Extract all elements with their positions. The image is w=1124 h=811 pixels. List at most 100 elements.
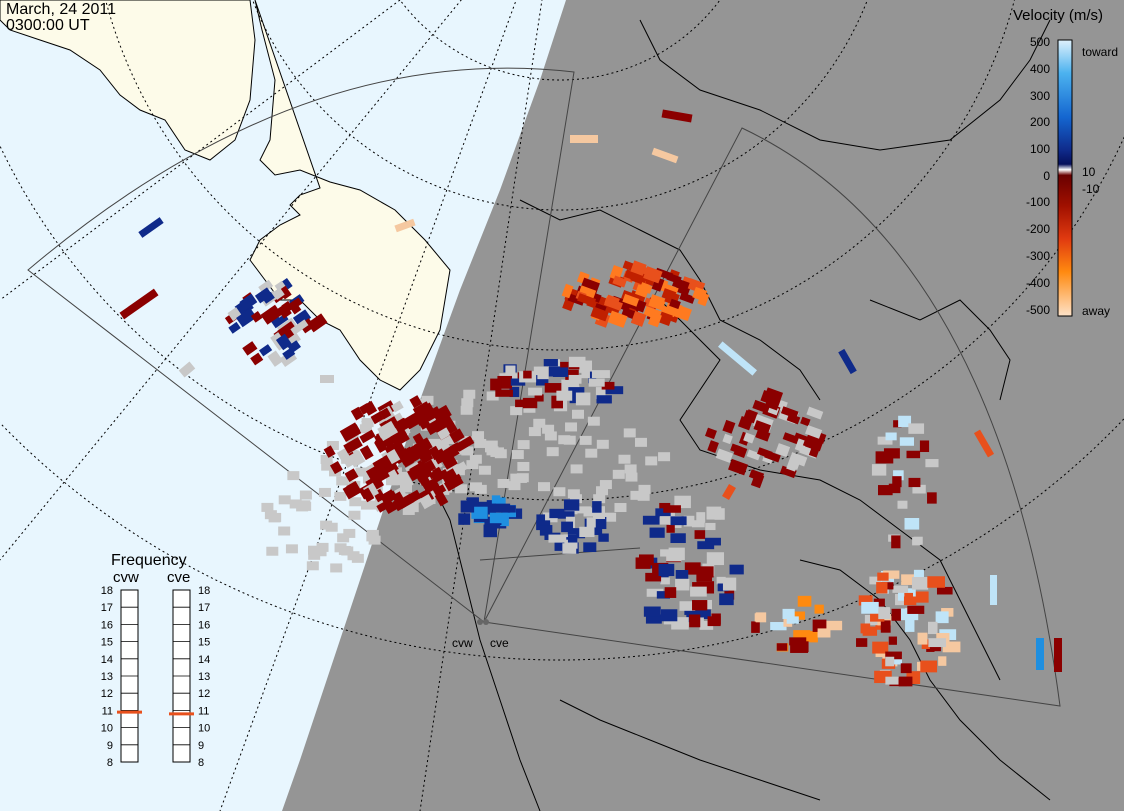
velocity-cell	[936, 586, 953, 595]
velocity-cell	[746, 449, 761, 461]
velocity-cell	[776, 643, 788, 651]
velocity-cell	[359, 424, 372, 434]
velocity-cell	[596, 439, 609, 449]
velocity-cell	[728, 458, 749, 476]
velocity-cell	[697, 541, 715, 550]
velocity-cell	[370, 411, 384, 425]
velocity-cell	[553, 487, 566, 497]
velocity-tick-label: 300	[1030, 89, 1050, 103]
velocity-cell	[452, 461, 468, 475]
frequency-tick-right: 10	[198, 723, 210, 735]
velocity-cell	[409, 489, 422, 503]
velocity-cell	[239, 298, 253, 311]
velocity-cell	[624, 464, 637, 474]
velocity-cell	[655, 517, 672, 525]
velocity-cell	[347, 551, 360, 561]
velocity-cell	[770, 622, 787, 631]
velocity-cell	[642, 515, 660, 525]
velocity-cell	[938, 656, 947, 666]
velocity-cell	[885, 656, 895, 667]
velocity-cell	[786, 616, 799, 624]
velocity-cell	[321, 461, 334, 471]
velocity-cell	[782, 608, 795, 619]
velocity-cell	[679, 292, 696, 304]
velocity-cell	[805, 425, 823, 439]
velocity-cell	[649, 527, 665, 538]
velocity-tick-label: -10	[1082, 182, 1100, 196]
velocity-cell	[898, 415, 912, 428]
velocity-cell	[604, 512, 617, 522]
velocity-cell	[817, 628, 831, 638]
velocity-cell	[925, 459, 939, 468]
velocity-cell	[577, 506, 592, 514]
velocity-cell	[421, 395, 434, 405]
velocity-cell	[178, 361, 196, 378]
velocity-cell	[287, 340, 301, 354]
velocity-cell	[825, 620, 843, 631]
velocity-cell	[706, 552, 725, 566]
velocity-colorbar: Velocity (m/s) 500400300200100100-10-100…	[1013, 7, 1118, 318]
velocity-cell	[509, 386, 520, 398]
velocity-cell	[687, 278, 706, 292]
velocity-cell	[870, 611, 885, 622]
velocity-cell	[990, 575, 997, 605]
velocity-cell	[359, 429, 376, 444]
velocity-cell	[722, 433, 733, 445]
velocity-cell	[260, 304, 282, 325]
velocity-cell	[539, 525, 553, 536]
velocity-cell	[361, 418, 374, 428]
velocity-cell	[523, 403, 536, 413]
velocity-cell	[587, 416, 600, 426]
velocity-cell	[399, 452, 414, 468]
velocity-cell	[379, 416, 392, 426]
velocity-cell	[808, 446, 820, 458]
velocity-cell	[359, 445, 374, 461]
velocity-cell	[598, 533, 609, 542]
velocity-cell	[634, 437, 647, 447]
velocity-cell	[973, 429, 995, 458]
velocity-cell	[814, 604, 824, 614]
velocity-gradient	[1057, 39, 1073, 317]
velocity-cell	[348, 510, 361, 520]
velocity-cell	[533, 418, 546, 428]
velocity-cell	[455, 484, 468, 494]
velocity-cells	[119, 109, 1062, 687]
velocity-cell	[797, 595, 812, 607]
frequency-tick-left: 9	[107, 740, 113, 752]
velocity-cell	[431, 466, 445, 480]
velocity-cell	[489, 512, 508, 524]
velocity-cell	[612, 275, 627, 288]
frequency-title: Frequency	[111, 552, 187, 569]
velocity-cell	[552, 367, 569, 377]
velocity-cell	[927, 621, 938, 635]
velocity-cell	[290, 319, 309, 335]
velocity-cell	[729, 564, 744, 575]
velocity-cell	[683, 515, 695, 527]
velocity-cell	[469, 454, 482, 464]
velocity-cell	[658, 563, 675, 577]
velocity-cell	[362, 400, 378, 416]
velocity-cell	[806, 406, 824, 420]
velocity-cell	[308, 550, 321, 560]
velocity-cell	[517, 440, 530, 450]
velocity-cell	[581, 368, 590, 379]
velocity-cell	[588, 378, 605, 387]
velocity-cell	[396, 473, 414, 491]
velocity-cell	[730, 443, 742, 454]
velocity-cell	[905, 619, 915, 632]
velocity-cell	[660, 549, 671, 557]
velocity-cell	[630, 260, 647, 276]
velocity-cell	[668, 547, 685, 561]
velocity-cell	[326, 440, 339, 450]
velocity-cell	[542, 424, 555, 434]
velocity-cell	[684, 562, 701, 575]
radar-label-cve: cve	[490, 636, 509, 650]
velocity-cell	[267, 350, 284, 367]
velocity-cell	[838, 348, 857, 375]
velocity-cell	[277, 303, 292, 319]
velocity-cell	[119, 288, 159, 320]
velocity-cell	[583, 542, 597, 553]
velocity-cell	[551, 395, 563, 409]
velocity-cell	[567, 489, 580, 499]
velocity-cell	[266, 546, 279, 556]
